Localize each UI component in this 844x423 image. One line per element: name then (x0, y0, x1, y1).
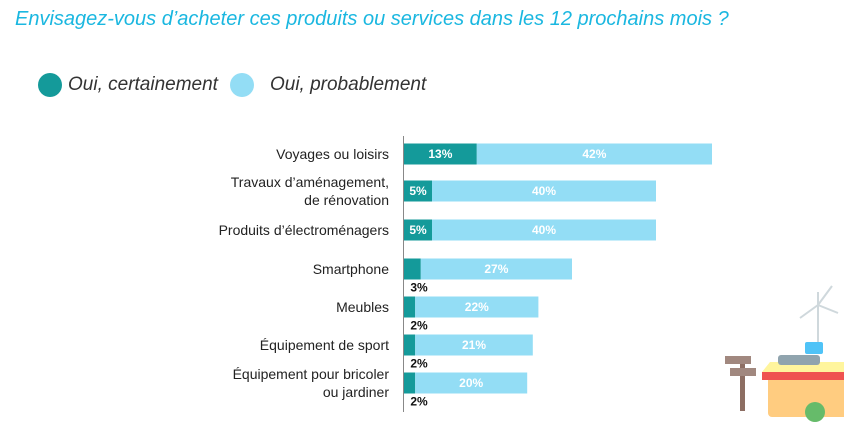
data-label-certainement: 3% (410, 281, 428, 295)
data-label-probablement: 42% (582, 147, 606, 161)
bar-probablement (420, 258, 572, 280)
bar-probablement (432, 180, 656, 202)
category-label-line: Voyages ou loisirs (276, 146, 389, 162)
bars-group: Voyages ou loisirs 13% 42% Travaux d’aménag… (219, 143, 712, 409)
chart-title: Envisagez-vous d’acheter ces produits ou… (15, 8, 729, 30)
legend: Oui, certainement Oui, probablement (38, 72, 438, 98)
shop-illustration (725, 285, 844, 422)
bar-certainement (404, 180, 432, 202)
data-label-certainement: 2% (410, 319, 428, 333)
data-label-probablement: 20% (459, 376, 483, 390)
data-label-probablement: 22% (465, 300, 489, 314)
legend-label-probablement: Oui, probablement (269, 74, 427, 95)
data-label-certainement: 5% (409, 223, 427, 237)
bar-certainement (404, 334, 416, 356)
data-label-certainement: 5% (409, 184, 427, 198)
bar-probablement (415, 296, 539, 318)
bar-certainement (404, 258, 421, 280)
category-label: Équipement pour bricoler ou jardiner (233, 366, 390, 400)
legend-item-probablement: Oui, probablement (229, 73, 438, 97)
data-label-certainement: 2% (410, 395, 428, 409)
bar-certainement (404, 143, 477, 165)
bar-certainement (404, 219, 432, 241)
category-label: Travaux d’aménagement, de rénovation (231, 174, 389, 208)
data-label-probablement: 27% (484, 262, 508, 276)
category-label-line: Travaux d’aménagement, (231, 174, 389, 190)
category-label: Voyages ou loisirs (276, 146, 389, 162)
category-label-line: Équipement pour bricoler (233, 366, 390, 382)
bar-certainement (404, 372, 416, 394)
legend-item-certainement: Oui, certainement (38, 73, 230, 97)
bar-probablement (476, 143, 712, 165)
category-label-line: Équipement de sport (260, 337, 389, 353)
bar-probablement (415, 334, 533, 356)
data-label-probablement: 21% (462, 338, 486, 352)
category-label-line: ou jardiner (323, 384, 389, 400)
category-label-line: Produits d’électroménagers (219, 222, 389, 238)
bar-probablement (415, 372, 528, 394)
legend-swatch-probablement (229, 73, 254, 97)
bar-certainement (404, 296, 416, 318)
category-label-line: de rénovation (304, 192, 389, 208)
data-label-certainement: 2% (410, 357, 428, 371)
bar-probablement (432, 219, 656, 241)
category-label-line: Smartphone (313, 261, 389, 277)
category-label: Meubles (336, 299, 389, 315)
data-label-certainement: 13% (428, 147, 452, 161)
legend-swatch-certainement (38, 73, 62, 97)
data-label-probablement: 40% (532, 223, 556, 237)
category-label: Produits d’électroménagers (219, 222, 389, 238)
category-label: Smartphone (313, 261, 389, 277)
data-label-probablement: 40% (532, 184, 556, 198)
category-label: Équipement de sport (260, 337, 389, 353)
legend-label-certainement: Oui, certainement (68, 74, 218, 95)
category-label-line: Meubles (336, 299, 389, 315)
